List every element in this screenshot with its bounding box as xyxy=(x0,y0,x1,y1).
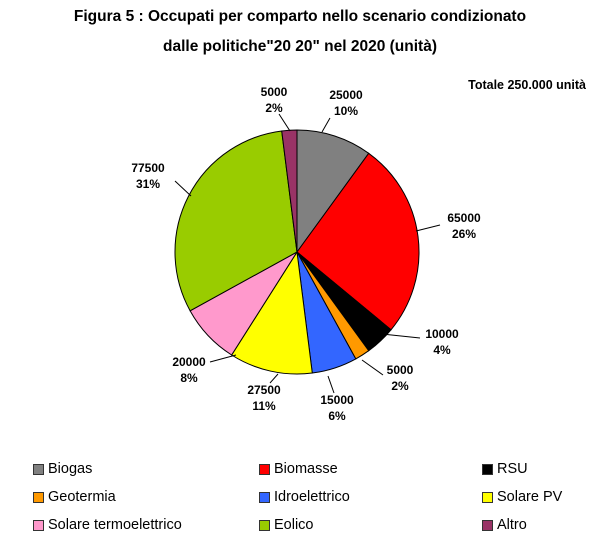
data-label-value-altro: 5000 xyxy=(261,85,288,99)
legend-swatch-solare-pv xyxy=(482,491,493,503)
leader-line-eolico xyxy=(174,180,192,197)
data-label-percent-rsu: 4% xyxy=(433,343,451,357)
chart-title-line-2: dalle politiche"20 20" nel 2020 (unità) xyxy=(163,38,437,55)
legend-label-rsu: RSU xyxy=(497,461,528,477)
legend-swatch-biomasse xyxy=(259,463,270,475)
legend-swatch-idroelettrico xyxy=(259,491,270,503)
legend-item-biomasse: Biomasse xyxy=(259,461,338,477)
leader-line-solare-termoelettrico xyxy=(209,354,237,363)
legend-item-biogas: Biogas xyxy=(33,461,92,477)
legend-swatch-altro xyxy=(482,519,493,531)
data-label-value-idroelettrico: 15000 xyxy=(320,393,354,407)
data-label-value-eolico: 77500 xyxy=(131,161,165,175)
data-label-value-biomasse: 65000 xyxy=(447,211,481,225)
leader-line-biomasse xyxy=(415,224,441,232)
data-label-percent-altro: 2% xyxy=(265,101,283,115)
data-label-percent-solare-termoelettrico: 8% xyxy=(180,371,198,385)
legend-label-geotermia: Geotermia xyxy=(48,489,116,505)
pie-slice-eolico xyxy=(174,130,298,312)
legend-label-biogas: Biogas xyxy=(48,461,93,477)
leader-line-biogas xyxy=(321,117,331,133)
legend-label-biomasse: Biomasse xyxy=(274,461,338,477)
leader-line-rsu xyxy=(381,333,421,339)
data-label-value-solare-pv: 27500 xyxy=(247,383,281,397)
leader-line-idroelettrico xyxy=(327,375,335,394)
data-label-value-geotermia: 5000 xyxy=(387,363,414,377)
legend-swatch-rsu xyxy=(482,463,493,475)
legend-item-rsu: RSU xyxy=(482,461,528,477)
legend-item-altro: Altro xyxy=(482,517,527,533)
legend-item-solare-termoelettrico: Solare termoelettrico xyxy=(33,517,182,533)
data-label-percent-idroelettrico: 6% xyxy=(328,409,346,423)
data-label-percent-geotermia: 2% xyxy=(391,379,409,393)
legend-label-idroelettrico: Idroelettrico xyxy=(274,489,350,505)
data-label-percent-eolico: 31% xyxy=(136,177,160,191)
total-label: Totale 250.000 unità xyxy=(468,78,586,92)
chart-title-line-1: Figura 5 : Occupati per comparto nello s… xyxy=(73,8,527,25)
legend-swatch-biogas xyxy=(33,463,44,475)
data-label-percent-solare-pv: 11% xyxy=(252,399,276,413)
pie-slice-biomasse xyxy=(296,152,420,331)
leader-line-geotermia xyxy=(361,359,384,376)
pie-slice-biogas xyxy=(296,129,370,254)
legend-item-solare-pv: Solare PV xyxy=(482,489,562,505)
legend-item-geotermia: Geotermia xyxy=(33,489,116,505)
pie-chart: 25000 10% 65000 26% 10000 4% 5000 2% 15000 6% 2750… xyxy=(131,85,481,423)
pie-slice-solare-pv xyxy=(230,250,313,375)
legend-swatch-geotermia xyxy=(33,491,44,503)
legend-label-altro: Altro xyxy=(497,517,527,533)
data-label-percent-biomasse: 26% xyxy=(452,227,476,241)
legend-label-solare-termoelettrico: Solare termoelettrico xyxy=(48,517,182,533)
data-label-value-biogas: 25000 xyxy=(329,88,363,102)
data-label-value-rsu: 10000 xyxy=(425,327,459,341)
legend-swatch-eolico xyxy=(259,519,270,531)
data-label-percent-biogas: 10% xyxy=(334,104,358,118)
legend-label-solare-pv: Solare PV xyxy=(497,489,563,505)
legend-label-eolico: Eolico xyxy=(274,517,314,533)
legend-item-idroelettrico: Idroelettrico xyxy=(259,489,350,505)
leader-line-solare-pv xyxy=(269,373,279,384)
legend-swatch-solare-termoelettrico xyxy=(33,519,44,531)
legend-item-eolico: Eolico xyxy=(259,517,314,533)
data-label-value-solare-termoelettrico: 20000 xyxy=(172,355,206,369)
leader-line-altro xyxy=(278,113,291,132)
